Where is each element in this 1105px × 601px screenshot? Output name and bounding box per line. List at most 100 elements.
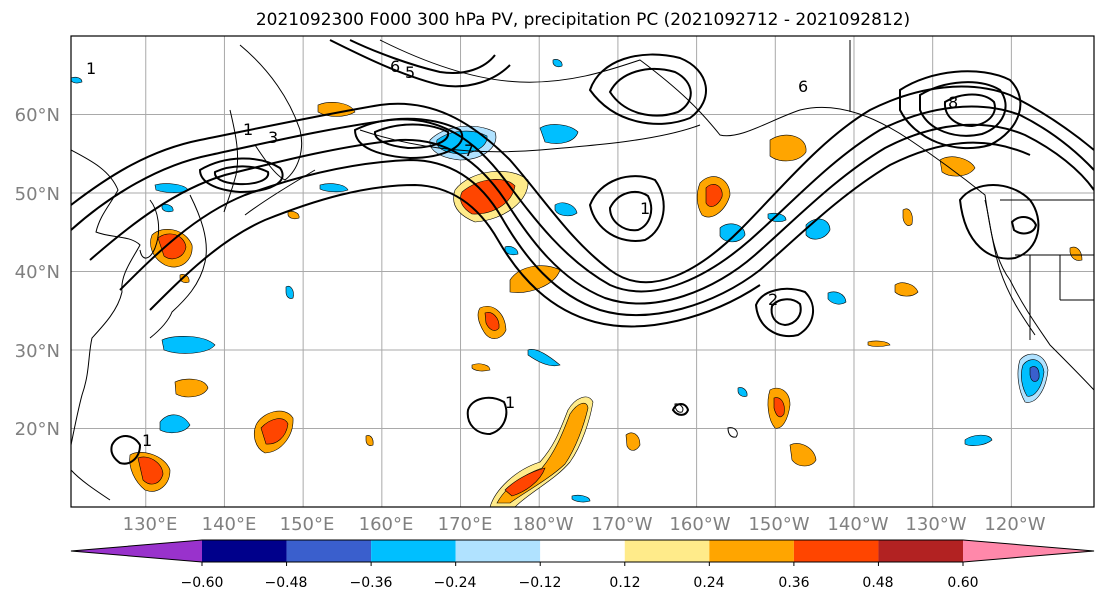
precip-blob [471, 363, 491, 372]
pv-contour-label: 7 [464, 141, 474, 160]
pv-contour [671, 403, 690, 416]
pv-contour [213, 165, 270, 186]
colorbar-extend-high [963, 540, 1095, 562]
lat-label: 40°N [15, 262, 60, 283]
precip-blob [260, 418, 289, 445]
lat-label: 50°N [15, 184, 60, 205]
lon-label: 170°W [591, 514, 652, 535]
lon-label: 160°W [669, 514, 730, 535]
colorbar-segment [540, 540, 625, 562]
precip-blob [539, 124, 579, 144]
pv-contour-labels: 1 3 5 6 7 8 6 1 2 1 1 1 [86, 57, 958, 450]
pv-contours [71, 39, 1094, 465]
precip-blob [939, 156, 976, 177]
colorbar-segment [709, 540, 794, 562]
lon-label: 170°E [438, 514, 493, 535]
precip-blob [737, 387, 748, 397]
colorbar-tick-label: −0.24 [434, 575, 477, 591]
colorbar-segment [793, 540, 879, 562]
map-content: 1 3 5 6 7 8 6 1 2 1 1 1 [71, 36, 1094, 507]
colorbar [70, 539, 1095, 566]
colorbar-tick-labels: −0.60 −0.48 −0.36 −0.24 −0.12 0.12 0.24 … [181, 575, 979, 591]
precip-blob [157, 233, 187, 259]
pv-contour [198, 157, 284, 194]
colorbar-extend-low [70, 540, 202, 562]
precip-blob [161, 204, 174, 213]
colorbar-tick-label: −0.48 [265, 575, 308, 591]
precip-blob [71, 76, 83, 84]
pv-contour [149, 183, 761, 328]
precip-blob [625, 432, 641, 451]
precip-blob [769, 134, 807, 162]
precip-blob [365, 435, 374, 446]
lat-label: 60°N [15, 105, 60, 126]
lon-label: 130°E [123, 514, 178, 535]
precip-blob [285, 285, 294, 299]
precip-blob [867, 340, 891, 347]
pv-contour [110, 435, 142, 465]
precip-blob [554, 202, 578, 217]
colorbar-segment [286, 540, 372, 562]
precip-blob [496, 402, 589, 504]
pv-contour-label: 1 [86, 59, 96, 78]
lat-label: 30°N [15, 341, 60, 362]
precip-blob [705, 184, 723, 207]
colorbar-segment [371, 540, 456, 562]
precip-blob [137, 456, 164, 485]
pv-contour-label: 8 [948, 93, 958, 112]
colorbar-tick-label: 0.12 [609, 575, 640, 591]
pv-contour [329, 39, 511, 88]
pv-contour-label: 1 [505, 393, 515, 412]
pv-contour [349, 39, 496, 74]
pv-contour [71, 85, 1094, 284]
colorbar-tick-label: 0.60 [947, 575, 978, 591]
pv-contour [958, 184, 1040, 260]
colorbar-tick-label: −0.36 [350, 575, 393, 591]
coastline-japan [149, 194, 207, 339]
lon-label: 150°W [748, 514, 809, 535]
pv-contour [466, 396, 508, 436]
colorbar-segment [624, 540, 710, 562]
pv-contour [588, 53, 707, 125]
coastline-us-west [984, 199, 1036, 336]
coastline-asia [71, 149, 141, 446]
gridlines [71, 36, 1094, 507]
precip-blob [527, 349, 561, 367]
precip-blob [719, 223, 746, 243]
precip-blob [789, 443, 817, 467]
pv-contour [71, 105, 1094, 293]
pv-contour [919, 81, 1007, 137]
pv-contour-label: 1 [142, 431, 152, 450]
longitude-labels: 130°E 140°E 150°E 160°E 170°E 180°W 170°… [123, 514, 1046, 535]
coastline-kamchatka [239, 44, 303, 181]
lon-label: 140°E [202, 514, 257, 535]
coastline-aleutian [359, 124, 701, 153]
map-frame [70, 35, 1095, 508]
pv-contour [943, 93, 996, 128]
pv-contour [588, 175, 665, 242]
colorbar-tick-label: 0.48 [862, 575, 893, 591]
pv-contour-label: 1 [243, 120, 253, 139]
pv-contour-label: 6 [798, 77, 808, 96]
precip-blob [571, 494, 591, 503]
coastlines [71, 39, 1094, 501]
lon-label: 130°W [905, 514, 966, 535]
border-us-states [1015, 254, 1094, 340]
pv-contour [899, 70, 1022, 150]
lon-label: 160°E [359, 514, 414, 535]
pv-contour-label: 5 [405, 63, 415, 82]
coastline-korea [139, 199, 160, 259]
pv-contour [374, 123, 450, 150]
precip-blob [773, 397, 785, 418]
precip-blob [319, 183, 349, 193]
precip-blob [287, 211, 300, 220]
map-panel: 1 3 5 6 7 8 6 1 2 1 1 1 [70, 35, 1095, 508]
precip-blob [552, 59, 563, 68]
pv-contour [608, 67, 692, 117]
precip-blob [159, 414, 191, 434]
precip-blob [484, 312, 500, 331]
lon-label: 120°W [984, 514, 1045, 535]
colorbar-segment [878, 540, 963, 562]
precip-blob [161, 336, 216, 354]
pv-contour-label: 1 [640, 199, 650, 218]
